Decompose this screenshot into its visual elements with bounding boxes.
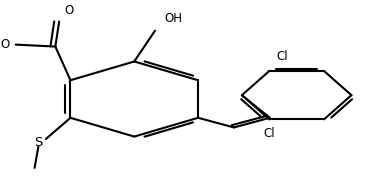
Text: S: S <box>34 136 43 149</box>
Text: O: O <box>65 4 74 17</box>
Text: Cl: Cl <box>263 127 275 140</box>
Text: OH: OH <box>165 12 182 25</box>
Text: Cl: Cl <box>277 50 288 63</box>
Text: O: O <box>1 38 10 51</box>
